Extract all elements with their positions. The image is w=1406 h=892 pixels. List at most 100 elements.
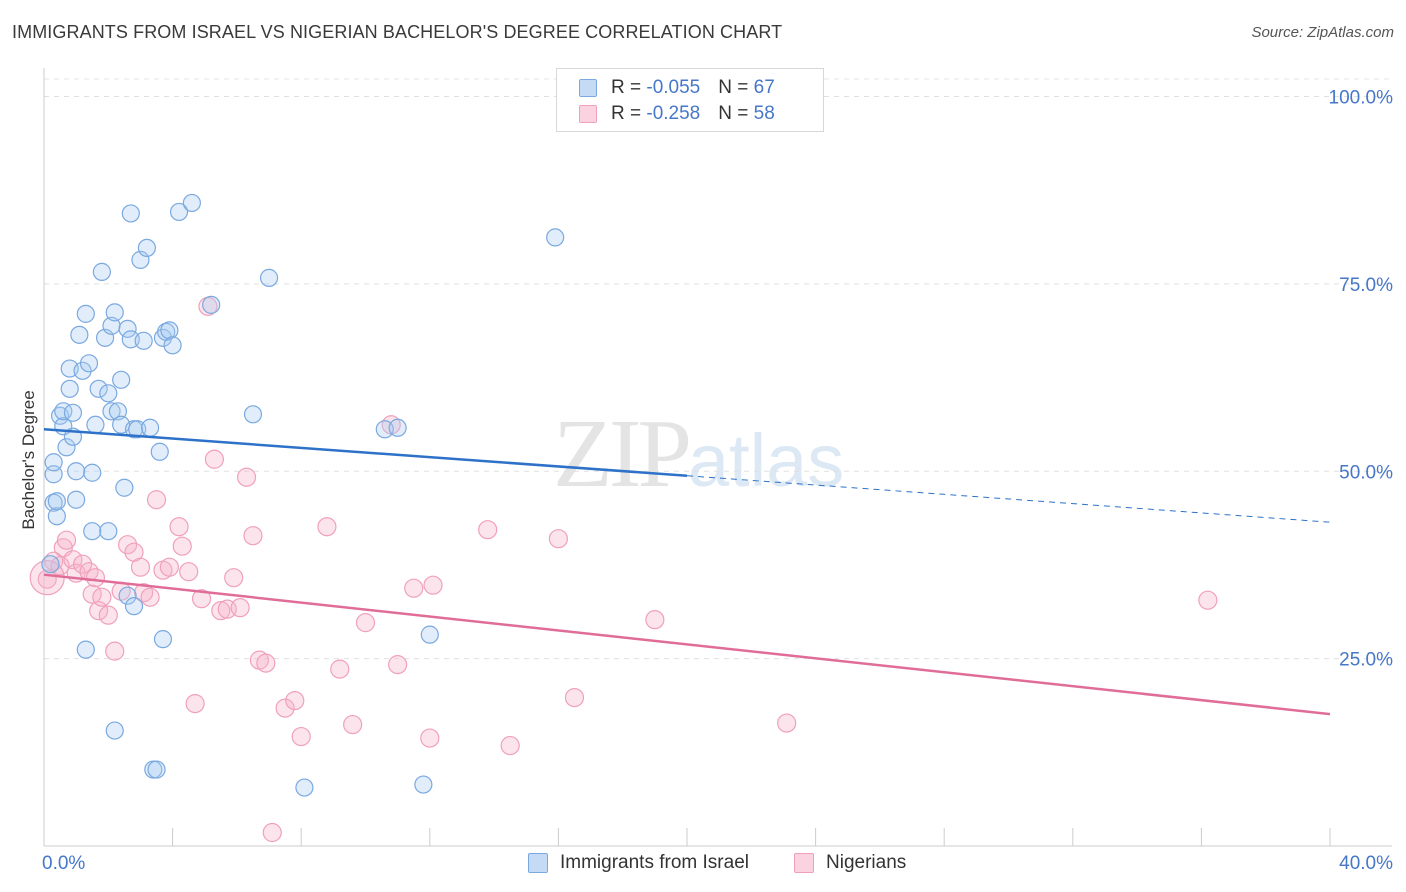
watermark-atlas: atlas [688,419,845,502]
nigerians-point [92,587,112,607]
israel-point [83,522,102,541]
y-tick-label: 50.0% [1339,462,1393,483]
y-axis-label: Bachelor's Degree [19,390,38,529]
israel-point [121,204,140,223]
chart-title: IMMIGRANTS FROM ISRAEL VS NIGERIAN BACHE… [12,22,783,42]
israel-point [102,402,121,421]
israel-point [115,478,134,497]
nigerians-point [140,587,160,607]
israel-point [118,319,137,338]
nigerians-point [478,520,498,540]
legend-r-value-nigerians: -0.258 [646,103,701,124]
israel-point [182,193,201,213]
nigerians-point [105,641,125,661]
israel-point [153,630,173,649]
nigerians-point [317,517,337,537]
israel-point [86,415,105,434]
israel-point [118,586,137,605]
israel-point [112,370,131,389]
israel-point [105,721,124,740]
israel-point [202,295,221,314]
grid-lines [44,78,1392,660]
correlation-legend: R = -0.055 N = 67 R = -0.258 N = 58 [556,68,824,132]
legend-r-label-israel: R = [611,77,647,98]
nigerians-point [85,568,106,588]
y-tick-label: 75.0% [1339,275,1393,296]
israel-point [546,228,565,247]
nigerians-point [330,659,350,679]
israel-point [99,522,118,541]
nigerians-point [548,529,569,549]
israel-point [54,402,73,421]
israel-points [41,193,565,797]
nigerians-point [146,490,167,510]
nigerians-points [29,296,1218,843]
series-legend-israel: Immigrants from Israel [528,852,749,874]
series-legend-swatch-israel [528,853,548,873]
israel-point [105,303,124,322]
axis-labels: 100.0% 75.0% 50.0% 25.0% 0.0% 40.0% Bachelor's… [19,88,1393,875]
nigerians-point [179,562,199,582]
israel-point [388,418,407,437]
nigerians-point [243,526,263,546]
nigerians-point [169,517,189,537]
israel-point [73,361,92,380]
nigerians-point [191,589,212,609]
israel-point [76,304,95,323]
nigerians-point [130,557,151,577]
nigerians-point [230,598,250,618]
legend-swatch-israel [579,79,597,97]
nigerians-point [285,690,305,711]
israel-point [79,354,99,373]
series-legend-label-israel: Immigrants from Israel [560,852,749,873]
nigerians-point [72,554,93,574]
legend-r-value-israel: -0.055 [646,77,701,98]
israel-point [134,331,153,350]
watermark-zip: ZIP [553,400,692,508]
nigerians-point [420,728,440,748]
israel-point [160,321,179,340]
nigerians-point [159,557,179,577]
x-tick-label-start: 0.0% [42,853,85,874]
israel-point [108,402,128,421]
trend-lines [43,428,1331,716]
nigerians-point [236,467,257,487]
israel-point [163,336,182,355]
israel-point [420,625,439,644]
nigerians-trend-line [43,573,1331,716]
series-legend-nigerians: Nigerians [794,852,906,874]
israel-point [47,492,66,511]
israel-point [60,379,79,398]
israel-point [99,384,118,403]
legend-n-value-nigerians: 58 [753,103,775,124]
legend-row-israel: R = -0.055 N = 67 [579,75,775,101]
nigerians-point [777,713,797,733]
nigerians-point [423,575,443,595]
nigerians-point [404,578,424,598]
israel-point [169,202,189,222]
israel-point [83,463,102,482]
nigerians-point [224,568,244,588]
nigerians-point [185,693,205,714]
nigerians-point [355,613,376,633]
israel-trend-extension [686,475,1331,523]
legend-row-nigerians: R = -0.258 N = 58 [579,101,775,127]
israel-point [92,262,111,281]
israel-point [67,490,86,509]
israel-point [414,775,433,794]
israel-point [70,325,89,344]
nigerians-point [1198,590,1218,610]
israel-point [147,760,166,779]
israel-point [63,403,83,422]
nigerians-point [500,735,520,756]
israel-point [295,778,314,797]
y-tick-label: 100.0% [1329,88,1394,109]
israel-point [137,238,156,257]
legend-r-label-nigerians: R = [611,103,647,124]
israel-point [150,442,169,461]
nigerians-point [117,535,138,555]
israel-point [140,418,160,437]
chart-source: Source: ZipAtlas.com [1251,24,1394,41]
nigerians-point [262,822,282,843]
